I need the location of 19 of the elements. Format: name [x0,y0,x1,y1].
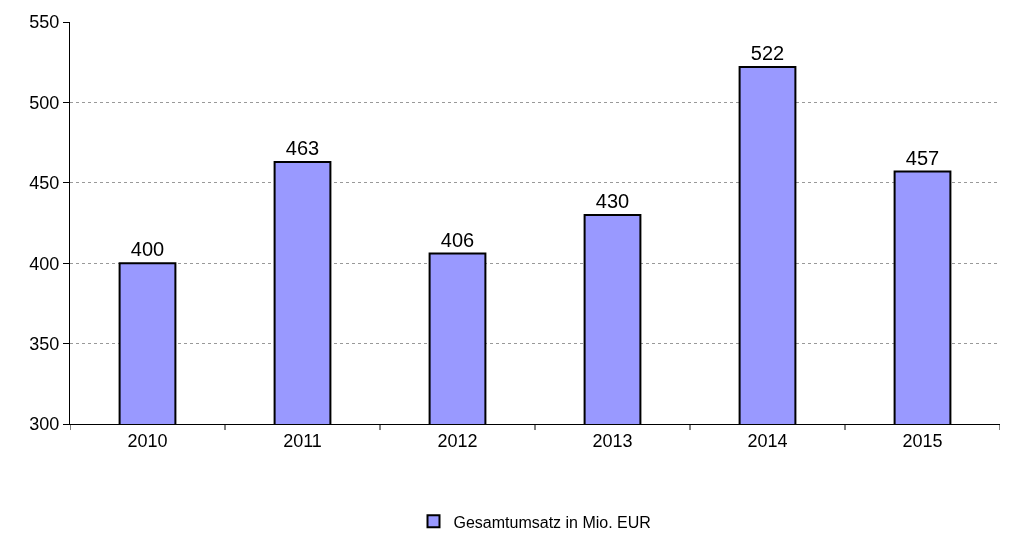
x-tick-label: 2012 [437,430,478,451]
data-label: 400 [130,238,165,261]
data-label: 457 [905,146,940,169]
data-label: 522 [750,42,785,65]
data-label: 430 [595,189,630,212]
x-tick-label: 2010 [127,430,168,451]
y-tick-label: 550 [29,12,60,33]
y-tick-label: 500 [29,92,60,113]
x-tick-label: 2011 [283,430,322,451]
x-tick-label: 2015 [902,430,943,451]
y-tick-label: 450 [29,173,60,194]
data-label: 463 [285,136,320,159]
y-tick-label: 400 [29,253,60,274]
x-tick-label: 2013 [592,430,633,451]
legend-label: Gesamtumsatz in Mio. EUR [453,513,651,531]
data-label: 406 [440,228,475,251]
y-tick-label: 300 [29,414,60,435]
x-tick-label: 2014 [747,430,788,451]
y-tick-label: 350 [29,333,60,354]
